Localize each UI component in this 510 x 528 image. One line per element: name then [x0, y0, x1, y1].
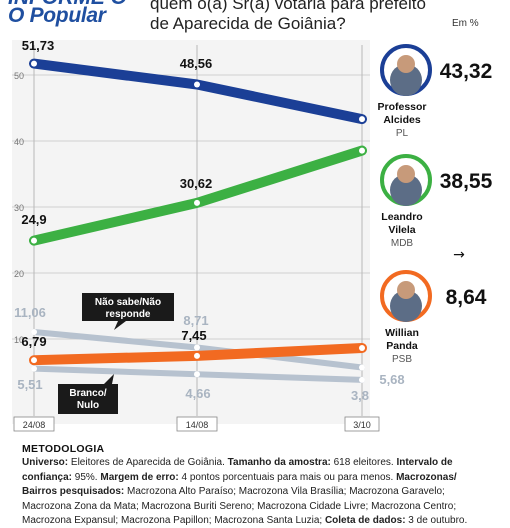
line-chart: 10 20 30 40 50 24/08 14/08 3/10 51,73 48,56 24,9 30… — [12, 38, 493, 432]
coleta-label: Coleta de dados: — [324, 515, 406, 527]
data-label: 3,8 — [351, 388, 369, 403]
data-label: 24,9 — [21, 212, 46, 227]
methodology-title: METODOLOGIA — [22, 443, 105, 455]
candidate-name: Leandro — [381, 211, 422, 223]
amostra-label: Tamanho da amostra: — [227, 457, 331, 469]
data-label: 4,66 — [185, 386, 210, 401]
data-point — [194, 344, 200, 351]
callout-text: Branco/ — [69, 388, 106, 399]
candidate-value: 8,64 — [446, 286, 487, 309]
candidate-avatar-head — [397, 281, 415, 299]
data-point — [31, 237, 37, 244]
universo-text: Eleitores de Aparecida de Goiânia. — [68, 457, 228, 469]
margem-text: 4 pontos porcentuais para mais ou para m… — [178, 471, 397, 483]
question-line-2: de Aparecida de Goiânia? — [150, 14, 346, 33]
candidate-name: Alcides — [383, 114, 421, 126]
intervalo-text: 95%. — [72, 471, 101, 483]
callout-pointer — [114, 321, 126, 330]
candidate-value: 43,32 — [440, 60, 493, 83]
candidate-party: PL — [396, 128, 409, 139]
amostra-text: 618 eleitores. — [330, 457, 397, 469]
y-tick-label: 50 — [14, 71, 24, 81]
candidate-name: Willian — [385, 327, 419, 339]
data-label: 7,45 — [181, 328, 206, 343]
data-label: 51,73 — [22, 38, 55, 53]
data-point — [359, 364, 365, 371]
callout-box — [82, 293, 174, 321]
x-tick-label: 14/08 — [186, 420, 209, 430]
candidate-name: Professor — [377, 101, 426, 113]
data-label: 5,68 — [379, 372, 404, 387]
callout-pointer — [104, 374, 114, 384]
data-label: 5,51 — [17, 377, 42, 392]
brand-top: INFORME O — [8, 0, 127, 10]
candidate-avatar-head — [397, 55, 415, 73]
candidate-avatar-body — [390, 64, 422, 96]
data-point — [31, 365, 37, 372]
candidate-party: PSB — [392, 354, 412, 365]
data-point — [359, 376, 365, 383]
macro-label: Macrozonas/ Bairros pesquisados: — [22, 471, 457, 498]
data-point — [194, 371, 200, 378]
x-tick-label: 24/08 — [23, 420, 46, 430]
data-point — [31, 357, 37, 364]
candidate-value: 38,55 — [440, 170, 493, 193]
data-point — [194, 81, 200, 88]
data-label: 8,71 — [183, 313, 208, 328]
candidate-name: Vilela — [388, 224, 415, 236]
data-label: 48,56 — [180, 56, 213, 71]
brand-logo: O Popular — [8, 4, 106, 27]
methodology-body: Universo: Eleitores de Aparecida de Goiâ… — [22, 456, 477, 528]
margem-label: Margem de erro: — [100, 471, 179, 483]
x-tick-box — [13, 416, 55, 432]
callout-box — [58, 384, 118, 414]
callout-text: Não sabe/Não — [95, 297, 161, 308]
y-tick-label: 30 — [14, 203, 24, 213]
candidate-avatar-body — [390, 290, 422, 322]
data-label: 6,79 — [21, 334, 46, 349]
callout-text: Nulo — [77, 400, 99, 411]
data-point — [359, 116, 365, 123]
universo-label: Universo: — [22, 457, 69, 469]
x-tick-box — [176, 416, 218, 432]
data-label: 30,62 — [180, 176, 213, 191]
candidate-party: MDB — [391, 238, 414, 249]
y-tick-label: 10 — [14, 335, 24, 345]
x-tick-label: 3/10 — [353, 420, 371, 430]
y-tick-label: 40 — [14, 137, 24, 147]
data-point — [194, 199, 200, 206]
callout-text: responde — [105, 309, 150, 320]
coleta-text: 3 de outubro. — [405, 515, 468, 527]
question-line-1: quem o(a) Sr(a) votaria para prefeito — [150, 0, 426, 13]
data-point — [359, 147, 365, 154]
data-point — [31, 329, 37, 336]
arrow-icon: → — [453, 247, 465, 263]
data-point — [359, 344, 365, 351]
data-point — [194, 352, 200, 359]
y-tick-label: 20 — [14, 269, 24, 279]
methodology: METODOLOGIA Universo: Eleitores de Apare… — [22, 442, 477, 528]
unit-label: Em % — [452, 18, 479, 29]
data-label: 11,06 — [14, 305, 46, 320]
candidate-avatar-head — [397, 165, 415, 183]
candidate-avatar-body — [390, 174, 422, 206]
data-point — [31, 60, 37, 67]
candidate-name: Panda — [386, 340, 418, 352]
question-title: quem o(a) Sr(a) votaria para prefeito de… — [150, 0, 450, 34]
intervalo-label: Intervalo de confiança: — [22, 457, 453, 483]
x-tick-box — [344, 416, 380, 432]
